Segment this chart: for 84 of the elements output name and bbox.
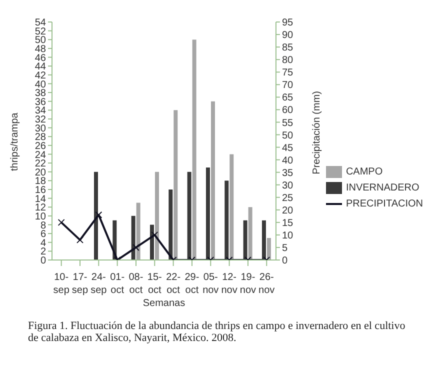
bar	[150, 224, 154, 260]
y-tick-label: 32	[34, 114, 46, 126]
legend-label: PRECIPITACION	[346, 198, 423, 210]
bar	[210, 101, 215, 260]
x-tick-label: 29-oct	[184, 272, 200, 296]
y-tick-label: 22	[34, 158, 46, 170]
y2-tick-label: 75	[282, 68, 294, 79]
y-tick-label: 44	[34, 62, 46, 73]
y2-tick-label: 90	[282, 30, 294, 42]
y-tick-label: 54	[34, 18, 46, 29]
y-tick-label: 6	[40, 229, 46, 240]
bar	[154, 172, 159, 260]
bar	[168, 189, 173, 260]
y2-tick-label: 30	[282, 180, 294, 192]
y2-tick-label: 60	[282, 105, 294, 116]
y-tick-label: 20	[34, 167, 46, 178]
y2-tick-label: 0	[282, 256, 288, 267]
bar	[224, 180, 229, 260]
y-tick-label: 40	[34, 79, 46, 90]
y-tick-label: 28	[34, 132, 46, 144]
y-tick-label: 8	[40, 220, 46, 232]
y2-tick-label: 45	[282, 142, 294, 154]
y2-tick-label: 40	[282, 155, 294, 166]
y-tick-label: 34	[34, 106, 46, 117]
y-tick-label: 4	[40, 238, 46, 249]
x-tick-label: 15-oct	[147, 272, 162, 296]
y-tick-label: 30	[34, 123, 46, 134]
x-tick-label: 10-sep	[53, 272, 70, 296]
y-tick-label: 0	[40, 256, 46, 267]
y2-tick-label: 10	[282, 230, 294, 242]
x-axis-title: Semanas	[142, 298, 186, 309]
y-tick-label: 52	[34, 26, 46, 38]
y-tick-label: 10	[34, 211, 46, 222]
y2-tick-label: 50	[282, 130, 294, 142]
x-tick-label: 26-nov	[258, 272, 275, 296]
y-tick-label: 36	[34, 96, 46, 108]
bar	[187, 172, 192, 260]
y-tick-label: 50	[34, 35, 46, 46]
y2-tick-label: 85	[282, 42, 294, 54]
text: Figura 1. Fluctuación de la abundancia de thrips en campo e invernadero en el cultivo de calabaza en Xalisco, Nayarit, México. 2008.	[28, 320, 406, 344]
bar	[243, 220, 248, 260]
bar	[136, 202, 140, 260]
bar	[230, 154, 234, 260]
bar	[206, 167, 210, 260]
x-tick-label: 05-nov	[202, 272, 219, 296]
bar	[192, 40, 196, 260]
bar	[174, 110, 178, 260]
x-tick-label: 22-oct	[166, 272, 181, 296]
bar	[262, 220, 266, 260]
y2-tick-label: 65	[282, 92, 294, 104]
x-tick-label: 24-sep	[90, 272, 108, 296]
x-tick-label: 17-sep	[72, 272, 88, 296]
y2-tick-label: 95	[282, 18, 294, 29]
y-axis-title: thrips/trampa	[10, 112, 21, 171]
y-tick-label: 24	[34, 150, 46, 161]
y-tick-label: 46	[34, 52, 46, 64]
legend-label: INVERNADERO	[346, 182, 420, 194]
y2-axis-title: Precipitación (mm)	[312, 91, 323, 174]
y-tick-label: 12	[34, 202, 46, 214]
y-tick-label: 18	[34, 176, 46, 188]
y-tick-label: 38	[34, 88, 46, 100]
bar	[266, 238, 271, 260]
y-tick-label: 16	[34, 185, 46, 196]
y2-tick-label: 70	[282, 80, 294, 92]
x-tick-label: 08-oct	[128, 272, 144, 296]
y-tick-label: 26	[34, 140, 46, 152]
y2-tick-label: 20	[282, 205, 294, 216]
y2-tick-label: 5	[282, 243, 288, 254]
y2-tick-label: 80	[282, 55, 294, 66]
bar	[131, 216, 136, 260]
y2-tick-label: 25	[282, 192, 294, 204]
y2-tick-label: 55	[282, 118, 294, 129]
y-tick-label: 2	[40, 246, 46, 258]
y-tick-label: 14	[34, 194, 46, 205]
y-tick-label: 42	[34, 70, 46, 82]
y2-tick-label: 15	[282, 218, 294, 229]
bar	[248, 207, 252, 260]
x-tick-label: 19-nov	[240, 272, 256, 296]
legend-label: CAMPO	[346, 166, 383, 178]
y2-tick-label: 35	[282, 168, 294, 179]
bar	[94, 172, 98, 260]
x-tick-label: 01-oct	[110, 272, 125, 296]
x-tick-label: 12-nov	[221, 272, 238, 296]
y-tick-label: 48	[34, 44, 46, 55]
